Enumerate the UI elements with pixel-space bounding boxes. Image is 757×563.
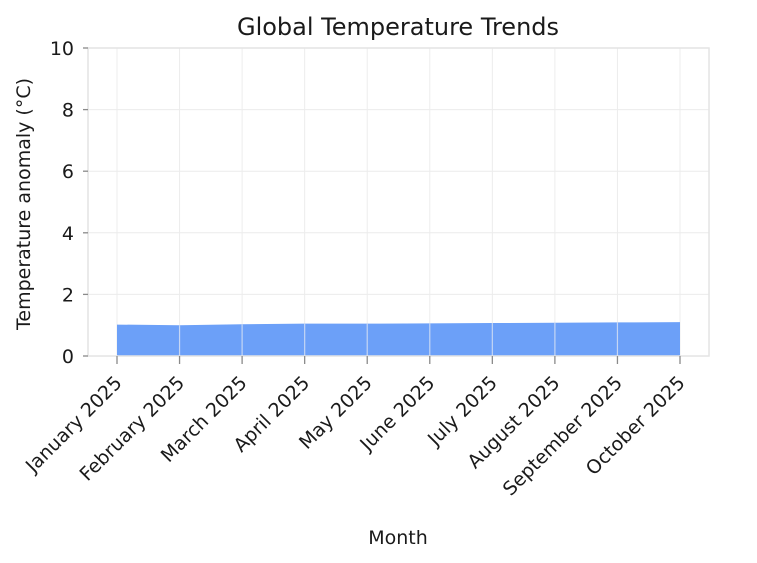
plot-frame — [87, 47, 710, 357]
y-tick-label: 10 — [50, 38, 74, 60]
area-fill — [117, 322, 680, 356]
y-tick-label: 6 — [62, 161, 74, 183]
y-tick-label: 8 — [62, 100, 74, 122]
chart-title: Global Temperature Trends — [237, 13, 559, 41]
x-tick-label: September 2025 — [499, 372, 627, 500]
y-axis-label: Temperature anomaly (°C) — [13, 78, 35, 331]
y-axis: 0 2 4 6 8 10 — [50, 38, 88, 368]
y-tick-label: 2 — [62, 284, 74, 306]
area-series — [117, 322, 680, 356]
y-tick-label: 4 — [62, 223, 74, 245]
y-tick-label: 0 — [62, 346, 74, 368]
grid — [88, 47, 709, 357]
x-axis-label: Month — [368, 527, 428, 549]
